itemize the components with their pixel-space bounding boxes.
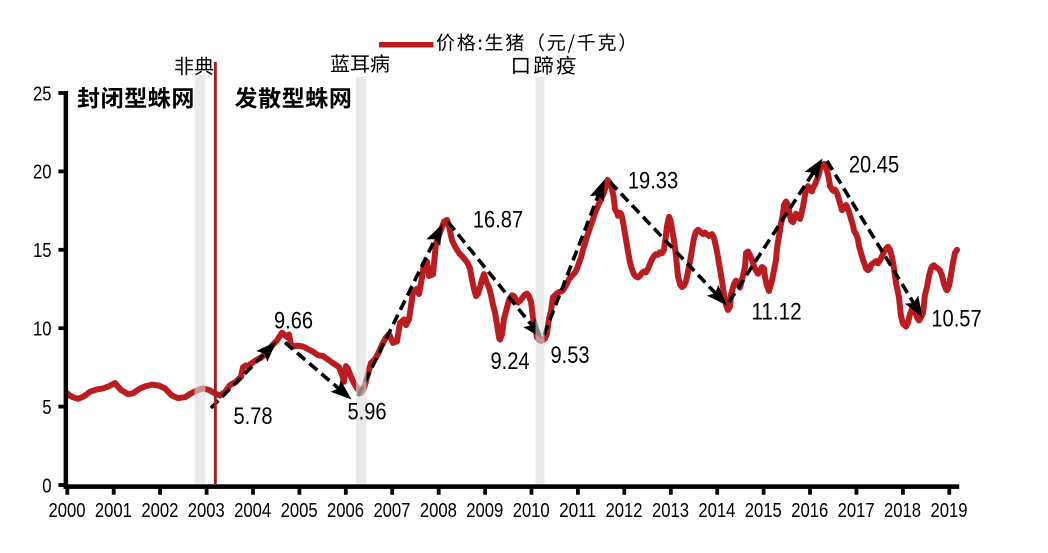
svg-text:19.33: 19.33 <box>628 168 678 195</box>
svg-text:11.12: 11.12 <box>751 299 801 326</box>
svg-text:2017: 2017 <box>838 500 875 522</box>
svg-text:2011: 2011 <box>559 500 596 522</box>
svg-text:2010: 2010 <box>513 500 550 522</box>
svg-text:10.57: 10.57 <box>931 306 981 333</box>
svg-text:2001: 2001 <box>95 500 132 522</box>
svg-text:2018: 2018 <box>884 500 921 522</box>
svg-text:2009: 2009 <box>466 500 503 522</box>
svg-text:25: 25 <box>33 83 52 105</box>
svg-text:9.24: 9.24 <box>490 348 529 375</box>
svg-text:2006: 2006 <box>327 500 364 522</box>
svg-text:0: 0 <box>42 475 51 497</box>
svg-text:10: 10 <box>33 319 52 341</box>
svg-text:2005: 2005 <box>281 500 318 522</box>
svg-text:2013: 2013 <box>652 500 689 522</box>
svg-text:2002: 2002 <box>141 500 178 522</box>
svg-text:9.53: 9.53 <box>550 342 589 369</box>
svg-text:2015: 2015 <box>745 500 782 522</box>
svg-text:16.87: 16.87 <box>473 207 523 234</box>
svg-text:9.66: 9.66 <box>274 308 313 335</box>
svg-text:5.78: 5.78 <box>233 403 272 430</box>
svg-text:20.45: 20.45 <box>849 152 899 179</box>
svg-text:15: 15 <box>33 240 52 262</box>
svg-text:2019: 2019 <box>930 500 967 522</box>
svg-text:2007: 2007 <box>373 500 410 522</box>
svg-text:2008: 2008 <box>420 500 457 522</box>
svg-text:2003: 2003 <box>188 500 225 522</box>
svg-text:2000: 2000 <box>49 500 86 522</box>
svg-text:2014: 2014 <box>698 500 735 522</box>
svg-text:2016: 2016 <box>791 500 828 522</box>
svg-text:2012: 2012 <box>606 500 643 522</box>
svg-text:5: 5 <box>42 397 51 419</box>
svg-text:5.96: 5.96 <box>347 399 386 426</box>
svg-text:20: 20 <box>33 162 52 184</box>
svg-text:2004: 2004 <box>234 500 271 522</box>
